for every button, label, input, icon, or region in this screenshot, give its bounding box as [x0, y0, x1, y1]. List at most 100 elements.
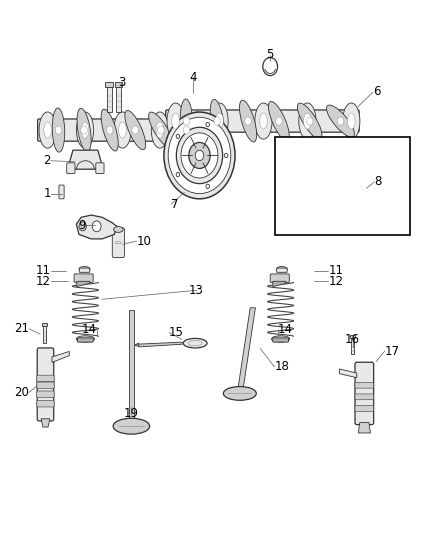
Text: 9: 9	[78, 219, 85, 232]
Circle shape	[183, 117, 190, 125]
Polygon shape	[116, 87, 121, 112]
Polygon shape	[114, 83, 122, 87]
Polygon shape	[134, 343, 139, 346]
Circle shape	[245, 117, 251, 125]
Ellipse shape	[114, 112, 131, 148]
Ellipse shape	[81, 122, 89, 138]
Ellipse shape	[272, 336, 290, 342]
Circle shape	[206, 184, 209, 189]
Circle shape	[276, 117, 282, 125]
Ellipse shape	[125, 110, 146, 150]
Ellipse shape	[210, 99, 224, 143]
Ellipse shape	[223, 386, 256, 400]
Ellipse shape	[52, 108, 65, 152]
FancyBboxPatch shape	[37, 391, 54, 397]
Text: 12: 12	[328, 275, 343, 288]
Ellipse shape	[211, 103, 228, 139]
Ellipse shape	[276, 266, 287, 272]
FancyBboxPatch shape	[270, 274, 289, 282]
Circle shape	[329, 182, 339, 193]
Text: 15: 15	[169, 326, 184, 339]
Text: 2: 2	[43, 154, 51, 167]
Polygon shape	[67, 150, 103, 169]
FancyBboxPatch shape	[37, 401, 54, 407]
Circle shape	[168, 117, 231, 193]
Polygon shape	[42, 323, 47, 326]
Ellipse shape	[183, 338, 207, 348]
Text: 18: 18	[275, 360, 290, 374]
Circle shape	[55, 126, 62, 134]
Circle shape	[224, 154, 228, 158]
Circle shape	[189, 142, 210, 168]
FancyBboxPatch shape	[355, 406, 374, 411]
FancyBboxPatch shape	[37, 348, 54, 421]
Text: 14: 14	[278, 324, 293, 336]
Ellipse shape	[260, 113, 267, 129]
FancyBboxPatch shape	[38, 119, 205, 141]
Ellipse shape	[79, 266, 90, 272]
Text: 19: 19	[124, 407, 139, 420]
Circle shape	[176, 172, 180, 177]
Ellipse shape	[240, 100, 257, 142]
FancyBboxPatch shape	[277, 268, 287, 272]
Ellipse shape	[44, 122, 51, 138]
Ellipse shape	[113, 227, 123, 232]
Polygon shape	[358, 423, 371, 433]
Ellipse shape	[39, 112, 56, 148]
Ellipse shape	[172, 113, 180, 129]
Text: 1: 1	[43, 187, 51, 200]
Polygon shape	[339, 369, 357, 378]
Circle shape	[306, 117, 313, 125]
Circle shape	[183, 126, 190, 134]
FancyBboxPatch shape	[166, 110, 359, 132]
Ellipse shape	[101, 109, 118, 151]
Circle shape	[206, 123, 209, 127]
FancyBboxPatch shape	[78, 338, 93, 342]
Polygon shape	[77, 281, 90, 287]
Circle shape	[177, 127, 223, 184]
FancyBboxPatch shape	[355, 394, 374, 400]
Ellipse shape	[113, 418, 150, 434]
Circle shape	[316, 182, 323, 192]
Text: 11: 11	[35, 264, 51, 277]
Circle shape	[92, 221, 101, 232]
Polygon shape	[273, 281, 286, 287]
Polygon shape	[313, 175, 355, 200]
Text: 11: 11	[328, 264, 343, 277]
Bar	[276, 137, 410, 235]
Text: 14: 14	[81, 324, 97, 336]
FancyBboxPatch shape	[67, 163, 75, 173]
Ellipse shape	[194, 122, 201, 138]
Text: 4: 4	[189, 71, 197, 84]
Ellipse shape	[148, 112, 173, 148]
Ellipse shape	[156, 122, 164, 138]
Ellipse shape	[173, 114, 201, 146]
Ellipse shape	[347, 113, 355, 129]
FancyBboxPatch shape	[79, 268, 90, 272]
Text: 13: 13	[189, 284, 204, 297]
FancyBboxPatch shape	[74, 274, 93, 282]
Polygon shape	[76, 215, 117, 239]
Ellipse shape	[326, 105, 354, 137]
Text: 5: 5	[266, 49, 274, 61]
Circle shape	[337, 117, 344, 125]
Text: 6: 6	[373, 85, 381, 99]
FancyBboxPatch shape	[96, 163, 104, 173]
Ellipse shape	[297, 103, 322, 139]
Polygon shape	[107, 87, 112, 112]
Circle shape	[176, 134, 180, 139]
Ellipse shape	[216, 113, 223, 129]
Text: 21: 21	[14, 322, 29, 335]
Text: 8: 8	[374, 175, 381, 188]
Ellipse shape	[255, 103, 272, 139]
Circle shape	[79, 222, 86, 231]
FancyBboxPatch shape	[37, 375, 54, 382]
Polygon shape	[52, 351, 69, 362]
Text: 12: 12	[35, 275, 51, 288]
Ellipse shape	[299, 103, 316, 139]
Text: 10: 10	[137, 235, 152, 248]
FancyBboxPatch shape	[37, 382, 54, 389]
Ellipse shape	[77, 112, 94, 148]
Polygon shape	[129, 310, 134, 426]
Ellipse shape	[322, 199, 332, 205]
